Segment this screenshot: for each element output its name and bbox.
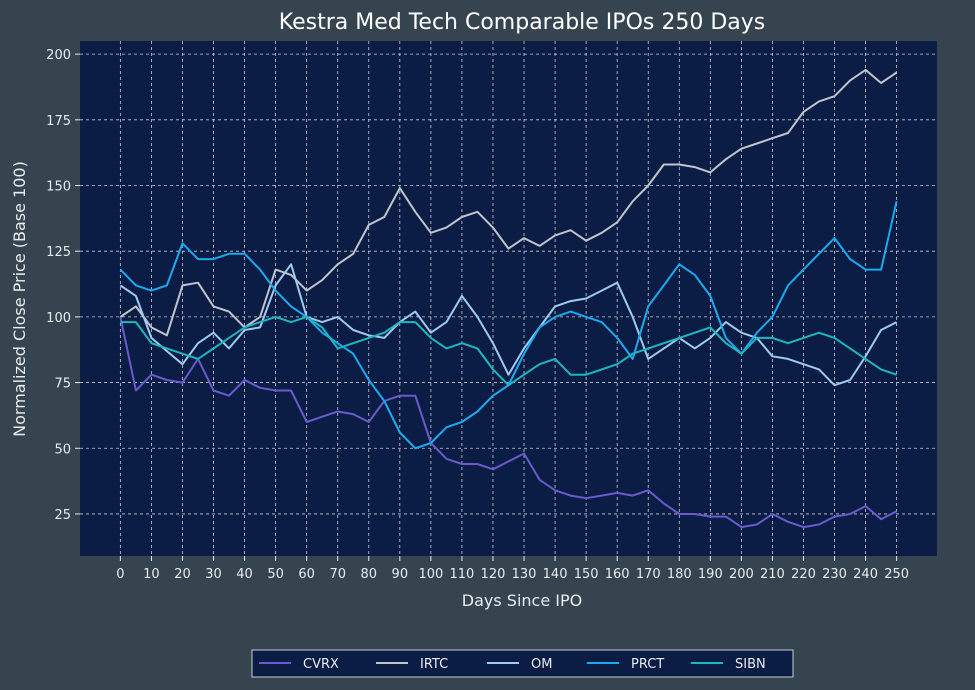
y-tick-label: 150 (46, 180, 71, 195)
series-line-sibn (120, 315, 897, 387)
x-tick-label: 240 (853, 567, 878, 582)
x-tick-label: 10 (143, 567, 160, 582)
x-tick-label: 220 (791, 567, 816, 582)
x-tick-label: 20 (174, 567, 191, 582)
x-axis-label: Days Since IPO (462, 591, 582, 610)
x-tick-label: 130 (512, 567, 537, 582)
chart-title: Kestra Med Tech Comparable IPOs 250 Days (279, 10, 765, 35)
x-tick-label: 140 (543, 567, 568, 582)
legend-label-irtc: IRTC (420, 657, 448, 672)
x-tick-label: 180 (667, 567, 692, 582)
x-tick-label: 60 (298, 567, 315, 582)
legend-label-om: OM (531, 657, 552, 672)
x-tick-label: 50 (267, 567, 284, 582)
x-tick-label: 230 (822, 567, 847, 582)
series-line-irtc (119, 68, 898, 337)
y-axis-label: Normalized Close Price (Base 100) (10, 161, 29, 437)
x-tick-label: 210 (760, 567, 785, 582)
y-axis: 25 50 75 100 125 150 175 200 (46, 48, 80, 523)
x-tick-label: 90 (392, 567, 409, 582)
legend-label-prct: PRCT (631, 657, 664, 672)
x-tick-label: 170 (636, 567, 661, 582)
x-tick-label: 190 (698, 567, 723, 582)
x-tick-label: 40 (236, 567, 253, 582)
series-layer (119, 68, 898, 529)
x-tick-label: 250 (884, 567, 909, 582)
x-tick-label: 110 (450, 567, 475, 582)
x-tick-label: 120 (481, 567, 506, 582)
x-axis: 0 10 20 30 40 50 60 70 80 90 100 110 120 130 140 150 160… (116, 556, 909, 582)
plot-area (80, 41, 937, 556)
y-tick-label: 50 (54, 442, 71, 457)
x-tick-label: 0 (116, 567, 124, 582)
y-tick-label: 175 (46, 114, 71, 129)
x-tick-label: 160 (605, 567, 630, 582)
y-tick-label: 200 (46, 48, 71, 63)
x-tick-label: 200 (729, 567, 754, 582)
series-line-cvrx (119, 316, 898, 529)
y-tick-label: 75 (54, 377, 71, 392)
y-tick-label: 25 (54, 508, 71, 523)
legend: CVRX IRTC OM PRCT SIBN (251, 649, 794, 678)
series-line-om (119, 263, 898, 387)
y-tick-label: 125 (46, 245, 71, 260)
legend-label-cvrx: CVRX (303, 657, 339, 672)
y-tick-label: 100 (46, 311, 71, 326)
x-tick-label: 30 (205, 567, 222, 582)
x-tick-label: 70 (329, 567, 346, 582)
x-tick-label: 80 (360, 567, 377, 582)
gridlines (80, 41, 937, 556)
legend-label-sibn: SIBN (735, 657, 766, 672)
x-tick-label: 150 (574, 567, 599, 582)
x-tick-label: 100 (418, 567, 443, 582)
